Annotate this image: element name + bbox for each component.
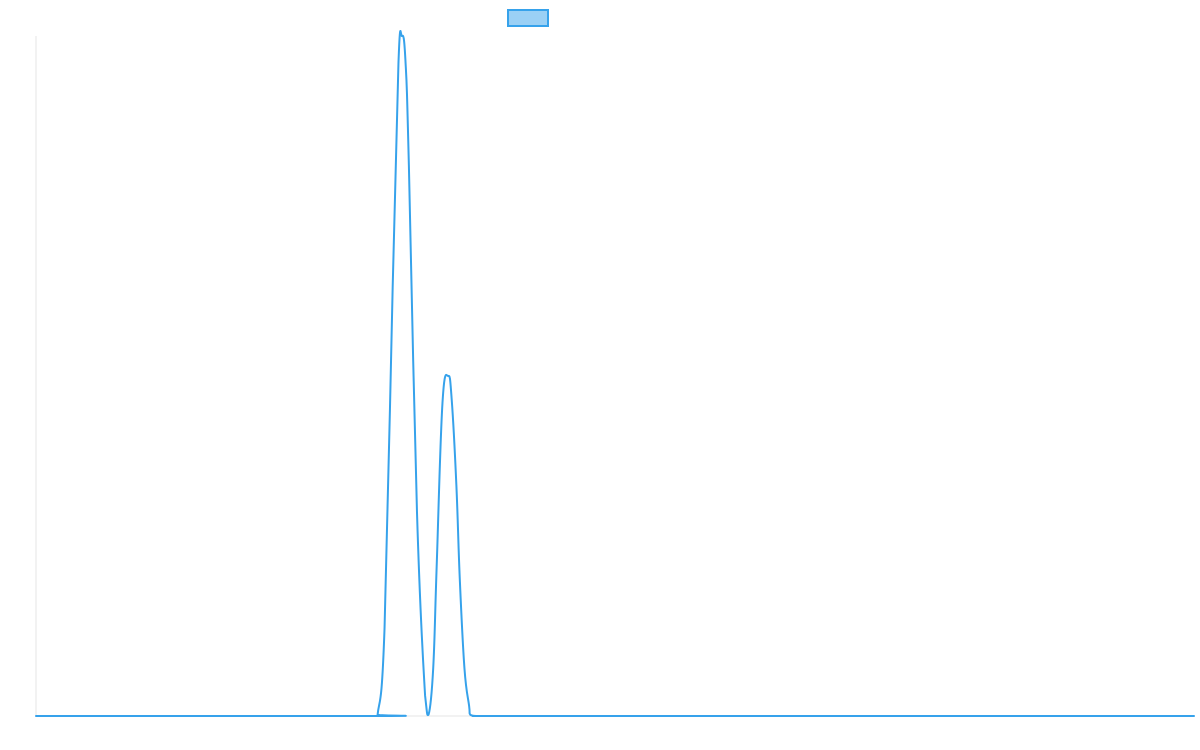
axes [35, 36, 1194, 717]
series-line-0 [35, 30, 1195, 718]
series-layer [35, 30, 1195, 718]
legend[interactable] [507, 9, 549, 27]
legend-swatch-0[interactable] [507, 9, 549, 27]
